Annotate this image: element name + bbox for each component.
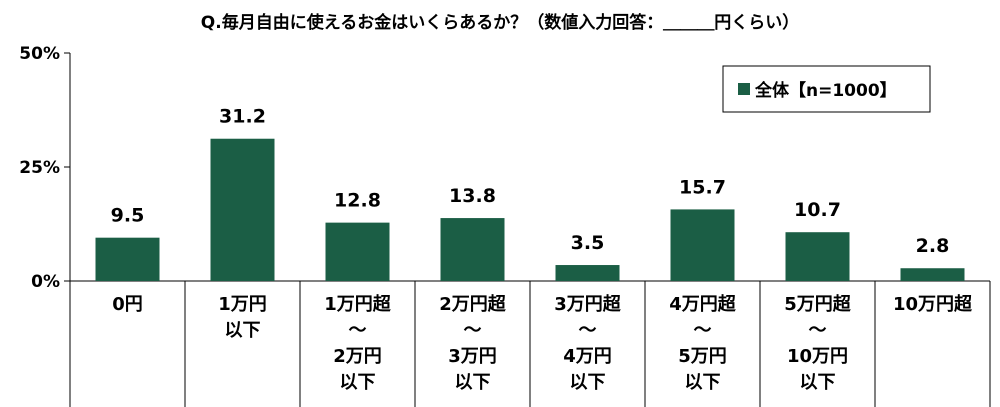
category-label: 以下 xyxy=(570,372,606,393)
category-label: 10万円 xyxy=(787,346,848,367)
category-label: 2万円 xyxy=(333,346,382,367)
data-label: 2.8 xyxy=(916,235,950,257)
data-label: 3.5 xyxy=(571,232,605,254)
legend-label: 全体【n=1000】 xyxy=(754,80,897,101)
category-label: 以下 xyxy=(340,372,376,393)
chart-title: Q.毎月自由に使えるお金はいくらあるか？（数値入力回答：＿＿＿円くらい） xyxy=(201,12,799,33)
category-labels-group: 0円 1万円以下1万円超～2万円以下2万円超～3万円以下3万円超～4万円以下4万円… xyxy=(112,293,973,393)
data-label: 12.8 xyxy=(334,190,381,212)
bar xyxy=(900,268,965,281)
bar xyxy=(785,232,850,281)
data-label: 10.7 xyxy=(794,199,841,221)
data-label: 15.7 xyxy=(679,176,726,198)
legend-box xyxy=(722,65,931,113)
bar xyxy=(555,265,620,281)
category-label: 以下 xyxy=(455,372,491,393)
legend-swatch xyxy=(738,83,750,95)
category-label: 0円 xyxy=(112,294,143,315)
data-label: 31.2 xyxy=(219,106,266,128)
category-label: ～ xyxy=(579,320,597,341)
category-label: 4万円超 xyxy=(669,293,737,315)
category-label: 5万円 xyxy=(678,346,727,367)
category-label: 4万円 xyxy=(563,346,612,367)
category-label: ～ xyxy=(464,320,482,341)
bar xyxy=(95,237,160,281)
category-label: 3万円 xyxy=(448,346,497,367)
category-label: 3万円超 xyxy=(554,293,622,315)
bar xyxy=(210,138,275,281)
bar xyxy=(440,218,505,281)
bars-group xyxy=(95,138,965,281)
category-label: 1万円超 xyxy=(324,293,392,315)
legend: 全体【n=1000】 xyxy=(722,65,931,113)
data-label: 13.8 xyxy=(449,185,496,207)
category-label: ～ xyxy=(694,320,712,341)
y-tick-label: 0% xyxy=(31,272,60,292)
category-label: 10万円超 xyxy=(893,293,973,315)
category-label: ～ xyxy=(809,320,827,341)
category-label: 5万円超 xyxy=(784,293,852,315)
category-label: 以下 xyxy=(225,320,261,341)
bar xyxy=(670,209,735,281)
y-tick-label: 25% xyxy=(19,158,60,178)
bar xyxy=(325,222,390,281)
category-label: 以下 xyxy=(800,372,836,393)
data-labels-group: 9.5 31.2 12.8 13.8 3.5 15.7 10.7 2.8 xyxy=(111,106,950,258)
y-tick-label: 50% xyxy=(19,44,60,64)
category-label: 2万円超 xyxy=(439,293,507,315)
category-label: 以下 xyxy=(685,372,721,393)
data-label: 9.5 xyxy=(111,205,145,227)
category-label: ～ xyxy=(349,320,367,341)
category-label: 1万円 xyxy=(218,294,267,315)
